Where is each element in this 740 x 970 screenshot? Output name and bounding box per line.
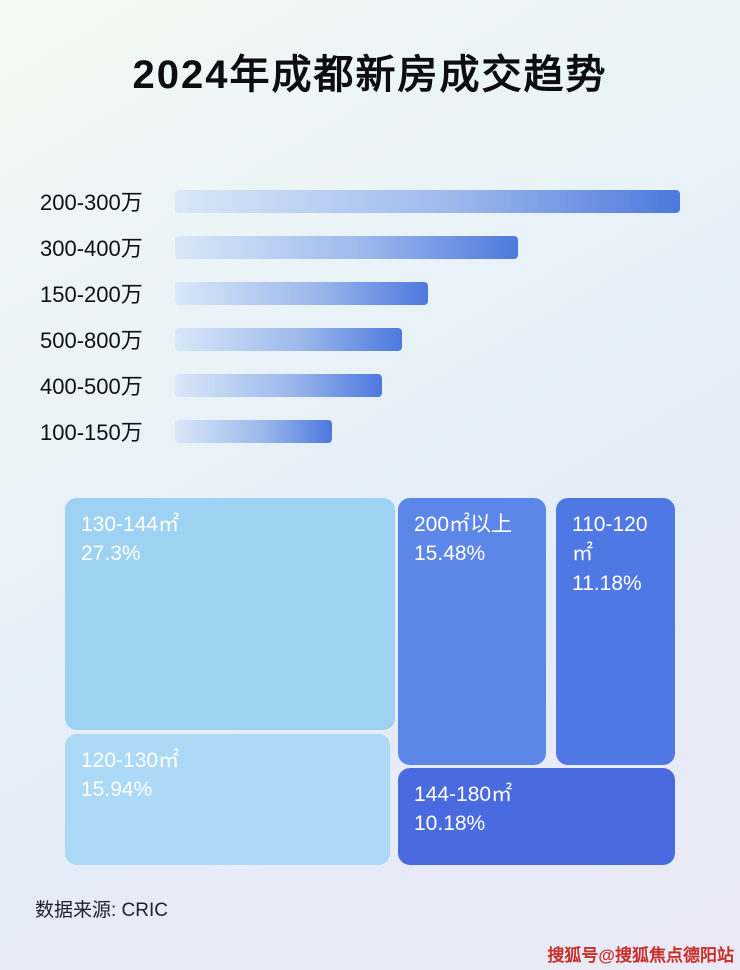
bar-fill	[175, 419, 332, 443]
treemap-box-value: 15.94%	[81, 778, 153, 802]
data-source-note: 数据来源: CRIC	[35, 900, 169, 921]
treemap-box-value: 10.18%	[414, 812, 486, 836]
bar-row: 300-400万	[40, 224, 680, 270]
treemap-box-110-120: 110-120㎡ 11.18%	[556, 498, 675, 765]
bar-row: 100-150万	[40, 408, 680, 454]
bar-track	[175, 281, 680, 305]
treemap-box-130-144: 130-144㎡ 27.3%	[65, 498, 395, 730]
treemap-box-144-180: 144-180㎡ 10.18%	[398, 768, 675, 865]
bar-category-label: 100-150万	[40, 420, 143, 445]
bar-row: 200-300万	[40, 178, 680, 224]
treemap-box-label: 130-144㎡	[81, 513, 180, 536]
bar-row: 500-800万	[40, 316, 680, 362]
bar-fill	[175, 281, 428, 305]
bar-category-label: 300-400万	[40, 236, 143, 261]
bar-track	[175, 373, 680, 397]
treemap-box-200-plus: 200㎡以上 15.48%	[398, 498, 546, 765]
treemap-box-label: 200㎡以上	[414, 513, 513, 536]
bar-category-label: 500-800万	[40, 328, 143, 353]
bar-row: 400-500万	[40, 362, 680, 408]
bar-fill	[175, 327, 403, 351]
treemap-box-value: 15.48%	[414, 542, 486, 566]
bar-track	[175, 235, 680, 259]
bar-fill	[175, 189, 680, 213]
treemap-box-value: 27.3%	[81, 542, 141, 566]
treemap-box-value: 11.18%	[572, 571, 642, 595]
treemap-box-label: 144-180㎡	[414, 783, 513, 806]
treemap-box-label: 120-130㎡	[81, 749, 180, 772]
bar-track	[175, 419, 680, 443]
bar-track	[175, 327, 680, 351]
treemap-box-label: 110-120㎡	[572, 513, 648, 566]
treemap-box-120-130: 120-130㎡ 15.94%	[65, 734, 390, 865]
bar-row: 150-200万	[40, 270, 680, 316]
area-share-treemap: 130-144㎡ 27.3% 200㎡以上 15.48% 110-120㎡ 11…	[65, 498, 675, 865]
bar-category-label: 150-200万	[40, 282, 143, 307]
bar-track	[175, 189, 680, 213]
bar-fill	[175, 235, 519, 259]
page-title: 2024年成都新房成交趋势	[132, 53, 608, 97]
bar-category-label: 400-500万	[40, 374, 143, 399]
watermark-text: 搜狐号@搜狐焦点德阳站	[547, 946, 734, 965]
bar-category-label: 200-300万	[40, 190, 143, 215]
bar-fill	[175, 373, 383, 397]
price-range-bar-chart: 200-300万 300-400万 150-200万 500-800万 400-	[40, 178, 680, 454]
